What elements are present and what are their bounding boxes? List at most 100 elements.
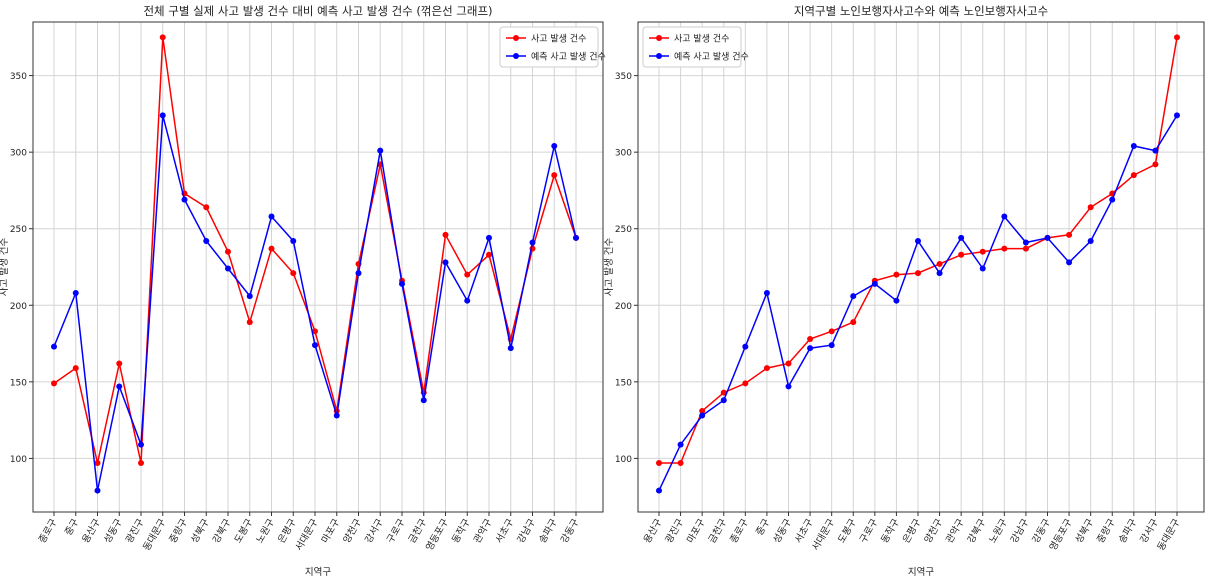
data-point xyxy=(551,143,558,150)
legend-label: 예측 사고 발생 건수 xyxy=(674,52,749,63)
data-point xyxy=(464,271,471,278)
x-tick-label: 금천구 xyxy=(407,517,430,545)
x-tick-label: 도봉구 xyxy=(233,517,256,545)
data-point xyxy=(442,259,449,266)
data-point xyxy=(377,147,384,154)
data-point xyxy=(1066,231,1073,238)
data-point xyxy=(159,34,166,41)
data-point xyxy=(51,380,57,387)
y-axis-label: 사고 발생 건수 xyxy=(0,238,10,297)
data-point xyxy=(699,407,706,414)
data-point xyxy=(159,112,166,119)
x-tick-label: 노원구 xyxy=(254,517,277,545)
x-axis-label: 지역구 xyxy=(305,567,331,578)
data-point xyxy=(742,380,749,387)
data-point xyxy=(720,389,727,396)
data-point xyxy=(893,271,900,278)
data-point xyxy=(1109,196,1116,203)
data-point xyxy=(573,234,579,241)
data-point xyxy=(979,248,986,255)
data-point xyxy=(915,270,921,277)
y-tick-label: 300 xyxy=(615,149,632,159)
data-point xyxy=(720,397,727,404)
x-tick-label: 중구 xyxy=(754,517,772,538)
x-tick-label: 강서구 xyxy=(1138,517,1161,545)
data-point xyxy=(94,460,101,466)
y-tick-label: 350 xyxy=(10,72,27,82)
x-tick-label: 중구 xyxy=(63,517,81,538)
x-tick-label: 성북구 xyxy=(1074,517,1097,545)
chart-title: 지역구별 노인보행자사고수와 예측 노인보행자사고수 xyxy=(794,4,1048,18)
data-point xyxy=(656,487,662,494)
data-point xyxy=(1152,161,1159,168)
data-point xyxy=(246,319,253,326)
x-tick-label: 중랑구 xyxy=(167,516,191,545)
data-point xyxy=(699,412,706,419)
data-point xyxy=(785,360,792,367)
x-tick-label: 구로구 xyxy=(858,517,881,545)
data-point xyxy=(1022,245,1029,252)
plot-frame xyxy=(637,21,1205,513)
data-point xyxy=(850,319,857,326)
data-point xyxy=(94,487,101,494)
data-point xyxy=(464,297,471,304)
x-tick-label: 강서구 xyxy=(363,517,386,545)
data-point xyxy=(72,365,79,372)
chart-panel-2: 지역구별 노인보행자사고수와 예측 노인보행자사고수 100 150 200 250 30… xyxy=(604,4,1205,578)
data-point xyxy=(355,270,362,277)
x-tick-label: 강북구 xyxy=(211,517,234,545)
data-point xyxy=(203,204,210,211)
x-tick-label: 강동구 xyxy=(559,517,582,545)
data-point xyxy=(807,345,814,352)
data-point xyxy=(181,196,188,203)
data-point xyxy=(871,280,878,287)
data-point xyxy=(486,234,492,241)
y-tick-label: 200 xyxy=(615,302,632,312)
data-point xyxy=(138,441,144,448)
y-tick-label: 350 xyxy=(615,72,632,82)
data-point xyxy=(1087,204,1094,211)
data-point xyxy=(203,237,210,244)
plot-frame xyxy=(32,21,604,513)
data-point xyxy=(677,460,684,466)
data-point xyxy=(312,328,318,335)
data-point xyxy=(1022,239,1029,246)
data-point xyxy=(225,265,231,272)
y-tick-label: 100 xyxy=(10,455,27,465)
x-tick-label: 성동구 xyxy=(102,517,125,545)
data-point xyxy=(807,335,814,342)
legend-box xyxy=(642,26,742,68)
x-tick-label: 노원구 xyxy=(987,517,1010,545)
data-point xyxy=(1130,172,1137,179)
x-tick-label: 금천구 xyxy=(707,517,730,545)
data-point xyxy=(1066,259,1073,266)
x-tick-label: 송파구 xyxy=(1117,517,1140,545)
x-tick-label: 도봉구 xyxy=(836,517,859,545)
data-point xyxy=(936,260,943,267)
data-point xyxy=(116,383,123,390)
data-point xyxy=(828,328,835,335)
chart-title: 전체 구별 실제 사고 발생 건수 대비 예측 사고 발생 건수 (꺾은선 그래… xyxy=(143,4,492,18)
x-tick-label: 양천구 xyxy=(923,517,946,545)
legend-marker xyxy=(513,35,519,41)
x-tick-label: 관악구 xyxy=(943,516,967,545)
legend-marker xyxy=(513,53,519,59)
x-tick-label: 용산구 xyxy=(80,517,103,545)
x-tick-label: 송파구 xyxy=(537,517,560,545)
data-point xyxy=(268,245,275,252)
data-point xyxy=(333,412,340,419)
legend-marker xyxy=(656,35,662,41)
x-tick-label: 마포구 xyxy=(320,517,343,545)
data-point xyxy=(312,342,318,349)
data-point xyxy=(1152,147,1159,154)
data-point xyxy=(763,290,770,297)
data-point xyxy=(1174,112,1180,119)
x-tick-label: 중랑구 xyxy=(1094,516,1118,545)
legend-label: 사고 발생 건수 xyxy=(674,34,729,45)
y-tick-label: 150 xyxy=(10,378,27,388)
data-point xyxy=(677,441,684,448)
data-point xyxy=(72,290,79,297)
